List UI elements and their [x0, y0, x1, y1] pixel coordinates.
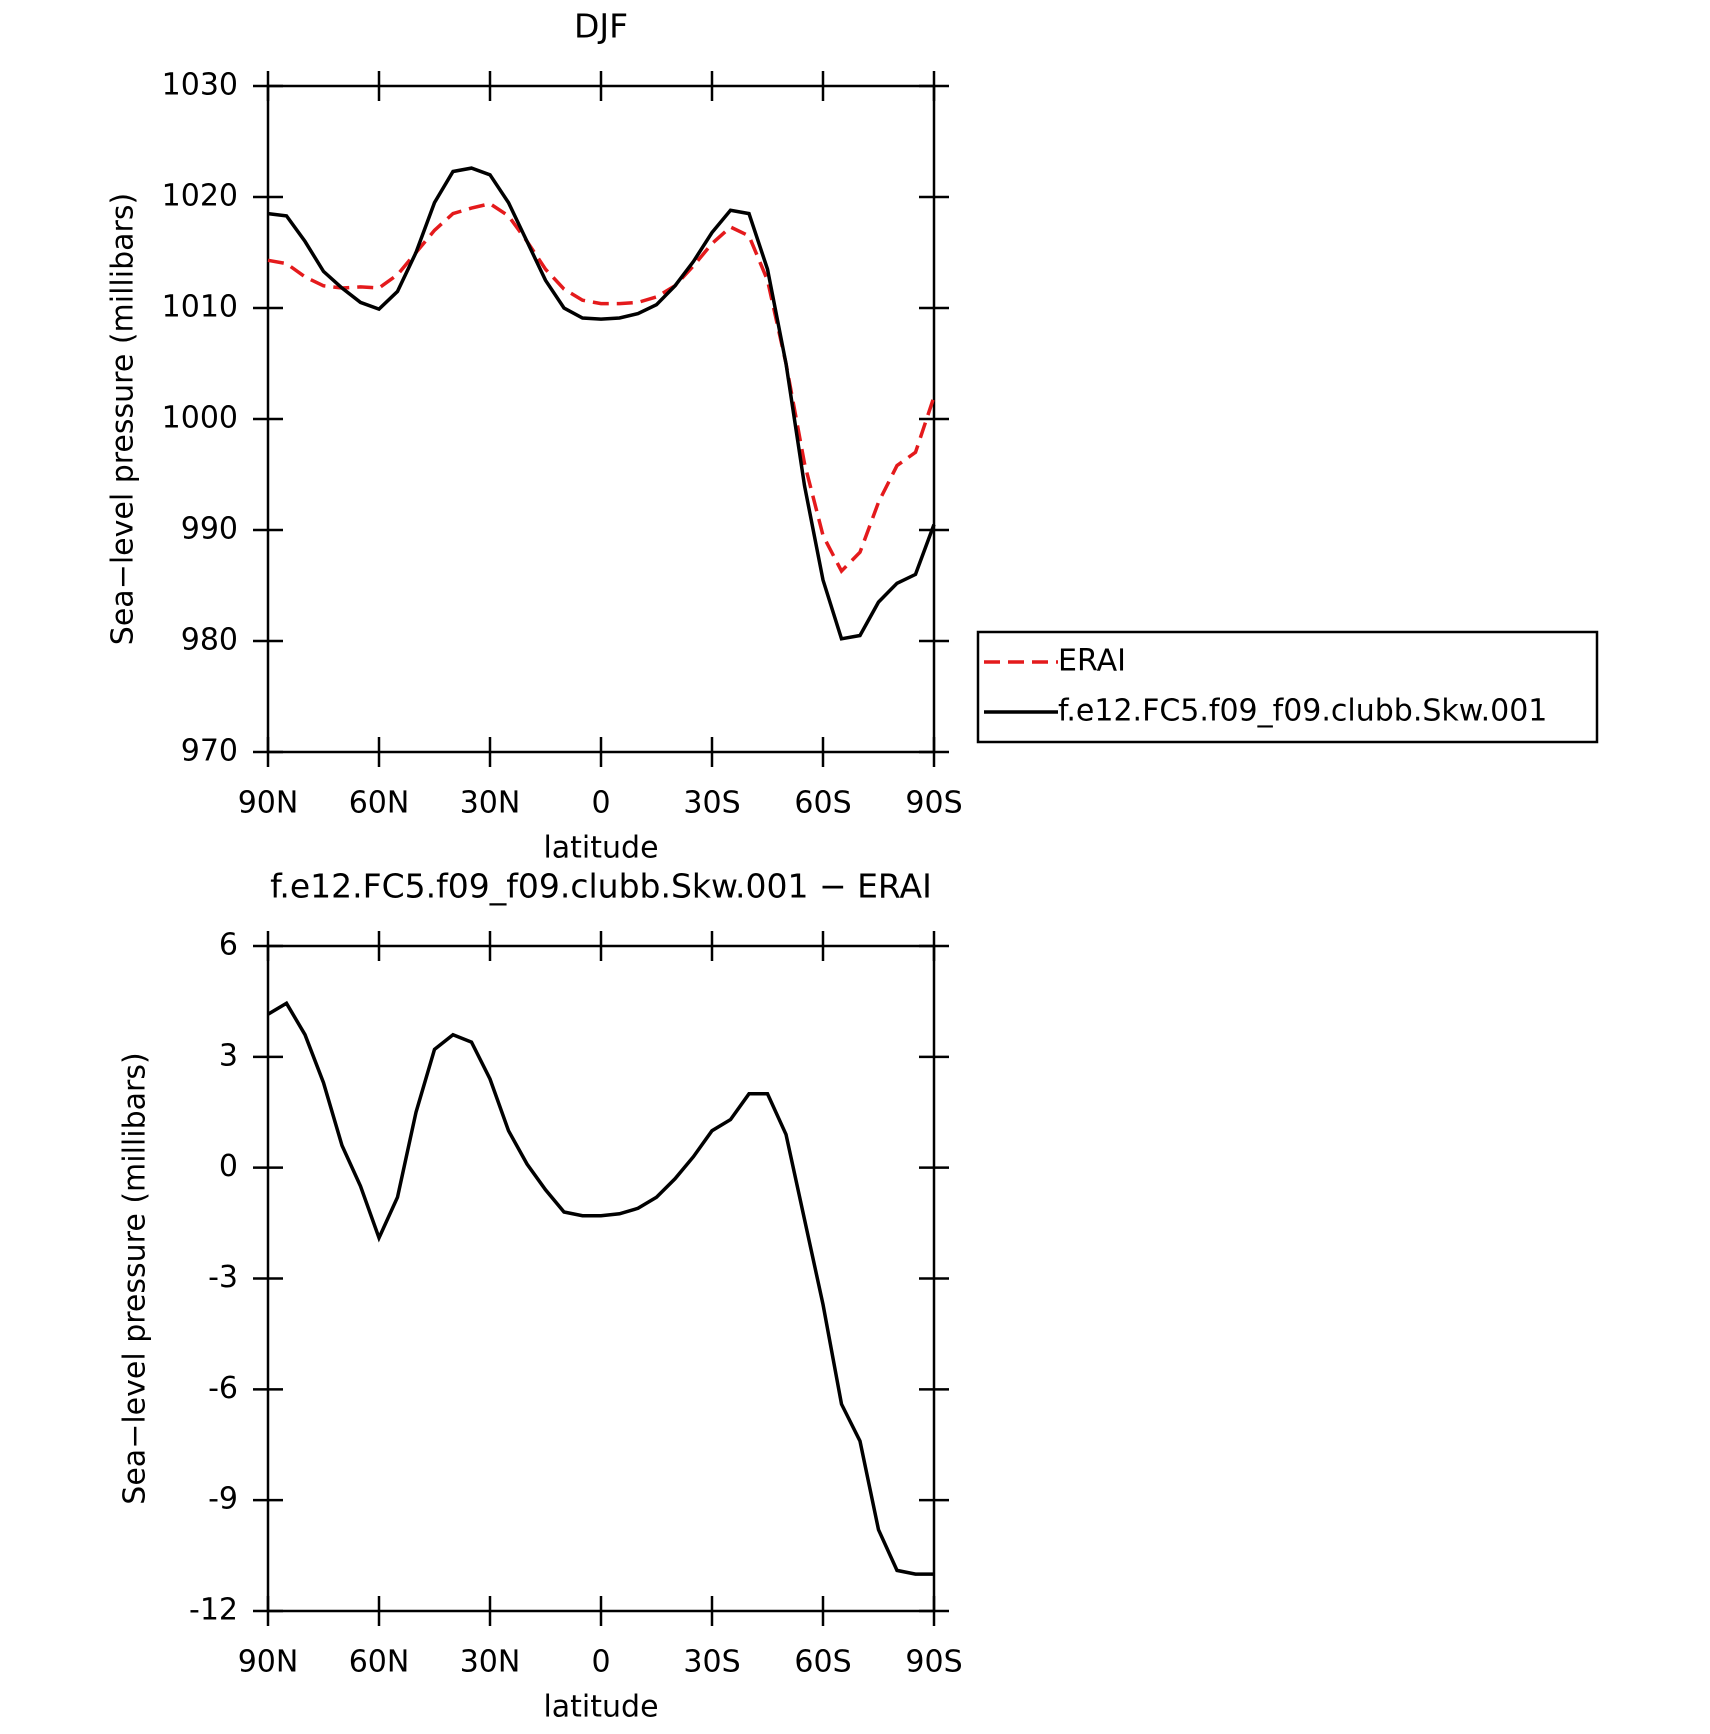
y-tick-label: 0 — [219, 1149, 238, 1184]
plot-frame — [266, 944, 936, 1613]
y-tick-label: 1030 — [162, 68, 238, 103]
chart-title: DJF — [574, 7, 628, 46]
y-tick-label: 1000 — [162, 401, 238, 436]
x-tick-label: 60S — [794, 1645, 851, 1680]
chart-title: f.e12.FC5.f09_f09.clubb.Skw.001 − ERAI — [270, 867, 932, 906]
y-tick-label: 980 — [181, 623, 238, 658]
x-tick-label: 30N — [460, 1645, 521, 1680]
x-tick-label: 0 — [591, 786, 610, 821]
x-axis-label: latitude — [543, 831, 658, 866]
legend-box — [976, 630, 1599, 744]
y-tick-label: 1010 — [162, 290, 238, 325]
x-tick-label: 90N — [238, 786, 299, 821]
x-tick-label: 0 — [591, 1645, 610, 1680]
y-axis-label: Sea−level pressure (millibars) — [106, 193, 141, 645]
x-axis-label: latitude — [543, 1690, 658, 1725]
plot-frame — [266, 84, 936, 754]
data-line — [267, 166, 936, 641]
x-tick-label: 90S — [905, 1645, 962, 1680]
x-tick-label: 60N — [349, 786, 410, 821]
y-tick-label: -3 — [208, 1260, 238, 1295]
legend-label: ERAI — [1058, 644, 1126, 679]
x-tick-label: 90S — [905, 786, 962, 821]
y-axis-label: Sea−level pressure (millibars) — [118, 1052, 153, 1504]
y-tick-label: -6 — [208, 1371, 238, 1406]
y-tick-label: -12 — [189, 1593, 238, 1628]
x-tick-label: 30S — [683, 1645, 740, 1680]
data-line — [267, 1000, 934, 1576]
y-tick-label: -9 — [208, 1482, 238, 1517]
y-tick-label: 1020 — [162, 179, 238, 214]
y-tick-label: 990 — [181, 512, 238, 547]
y-tick-label: 3 — [219, 1038, 238, 1073]
y-tick-label: 6 — [219, 928, 238, 963]
x-tick-label: 60N — [349, 1645, 410, 1680]
y-tick-label: 970 — [181, 734, 238, 769]
data-line — [267, 201, 936, 575]
x-tick-label: 60S — [794, 786, 851, 821]
legend-label: f.e12.FC5.f09_f09.clubb.Skw.001 — [1058, 694, 1547, 729]
x-tick-label: 30S — [683, 786, 740, 821]
x-tick-label: 30N — [460, 786, 521, 821]
x-tick-label: 90N — [238, 1645, 299, 1680]
